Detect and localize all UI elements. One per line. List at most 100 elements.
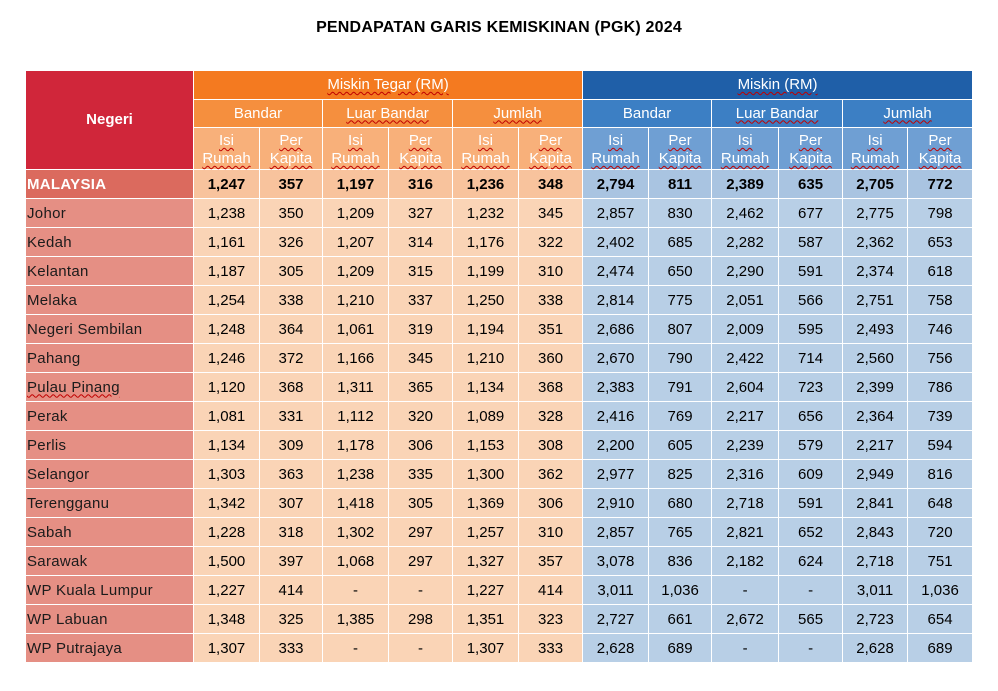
cell-value: 2,462 <box>711 198 780 228</box>
cell-value: 2,217 <box>711 401 780 431</box>
cell-value: 1,134 <box>452 372 519 402</box>
cell-value: 2,857 <box>582 198 650 228</box>
cell-negeri: Terengganu <box>25 488 194 518</box>
cell-value: 2,422 <box>711 343 780 373</box>
cell-value: 1,238 <box>193 198 260 228</box>
cell-value: 595 <box>778 314 844 344</box>
cell-value: 798 <box>907 198 974 228</box>
cell-value: 790 <box>648 343 713 373</box>
cell-value: 2,718 <box>842 546 909 576</box>
cell-negeri: Perak <box>25 401 194 431</box>
cell-value: 2,217 <box>842 430 909 460</box>
cell-negeri: MALAYSIA <box>25 169 194 199</box>
cell-negeri: WP Labuan <box>25 604 194 634</box>
cell-value: 316 <box>388 169 453 199</box>
cell-value: 3,078 <box>582 546 650 576</box>
cell-value: 1,257 <box>452 517 519 547</box>
table-row: Melaka 1,254 338 1,210 337 1,250 338 2,814 775 2,… <box>25 285 974 315</box>
negeri-label: Terengganu <box>27 494 110 512</box>
negeri-label: Melaka <box>27 291 78 309</box>
header-miskin-tegar-label: Miskin Tegar (RM) <box>327 76 449 93</box>
cell-value: 2,910 <box>582 488 650 518</box>
cell-value: 2,364 <box>842 401 909 431</box>
cell-value: 769 <box>648 401 713 431</box>
cell-value: 414 <box>517 575 584 605</box>
cell-value: 368 <box>259 372 323 402</box>
cell-value: 2,949 <box>842 459 909 489</box>
cell-value: 2,316 <box>711 459 780 489</box>
cell-value: 2,239 <box>711 430 780 460</box>
cell-value: 2,362 <box>842 227 909 257</box>
cell-value: 656 <box>778 401 844 431</box>
cell-value: 775 <box>648 285 713 315</box>
header-isi-rumah-line2: Rumah <box>202 150 251 167</box>
cell-value: 635 <box>778 169 844 199</box>
cell-value: 2,009 <box>711 314 780 344</box>
cell-value: 333 <box>517 633 584 663</box>
cell-value: 1,061 <box>322 314 389 344</box>
cell-value: 1,089 <box>452 401 519 431</box>
negeri-label: WP Putrajaya <box>27 639 123 657</box>
cell-negeri: Kelantan <box>25 256 194 286</box>
header-per-kapita-line1: Per <box>538 132 563 149</box>
cell-value: 1,120 <box>193 372 260 402</box>
header-isi-rumah-line2: Rumah <box>720 150 770 167</box>
cell-value: 830 <box>648 198 713 228</box>
cell-value: 331 <box>259 401 323 431</box>
cell-value: 1,303 <box>193 459 260 489</box>
cell-value: 323 <box>517 604 584 634</box>
header-tegar-jumlah-label: Jumlah <box>493 104 542 122</box>
cell-value: 746 <box>907 314 974 344</box>
header-per-kapita-line2: Kapita <box>399 150 442 167</box>
cell-value: 320 <box>388 401 453 431</box>
cell-value: 2,383 <box>582 372 650 402</box>
cell-value: 689 <box>907 633 974 663</box>
cell-value: 315 <box>388 256 453 286</box>
header-per-kapita-line1: Per <box>279 132 303 149</box>
cell-negeri: Kedah <box>25 227 194 257</box>
cell-value: 1,250 <box>452 285 519 315</box>
cell-value: 2,290 <box>711 256 780 286</box>
cell-value: 654 <box>907 604 974 634</box>
cell-value: 2,628 <box>842 633 909 663</box>
header-miskin-jumlah-label: Jumlah <box>883 104 932 122</box>
cell-value: 1,232 <box>452 198 519 228</box>
header-isi-rumah-line2: Rumah <box>591 150 640 167</box>
cell-value: 1,178 <box>322 430 389 460</box>
cell-value: 836 <box>648 546 713 576</box>
cell-value: 1,166 <box>322 343 389 373</box>
cell-value: 2,821 <box>711 517 780 547</box>
cell-value: - <box>322 575 389 605</box>
table-row: WP Putrajaya 1,307 333- -1,307 333 2,628 689- -… <box>25 633 974 663</box>
cell-value: 365 <box>388 372 453 402</box>
table-row: Perlis 1,134 309 1,178 306 1,153 308 2,200 605 2,… <box>25 430 974 460</box>
cell-value: 318 <box>259 517 323 547</box>
header-tegar-jumlah: Jumlah <box>451 99 584 128</box>
header-isi-rumah-3: Isi Rumah <box>452 127 519 170</box>
header-per-kapita-1: Per Kapita <box>259 127 323 170</box>
cell-value: 1,500 <box>193 546 260 576</box>
cell-negeri: Pahang <box>25 343 194 373</box>
cell-negeri: Negeri Sembilan <box>25 314 194 344</box>
cell-value: - <box>388 575 453 605</box>
cell-value: 2,672 <box>711 604 780 634</box>
cell-value: 327 <box>388 198 453 228</box>
cell-negeri: Pulau Pinang <box>25 372 194 402</box>
cell-value: 306 <box>517 488 584 518</box>
cell-value: 364 <box>259 314 323 344</box>
cell-value: 1,112 <box>322 401 389 431</box>
cell-value: 807 <box>648 314 713 344</box>
cell-value: 1,247 <box>193 169 260 199</box>
cell-value: 1,134 <box>193 430 260 460</box>
cell-value: 310 <box>517 256 584 286</box>
header-isi-rumah-line1: Isi <box>867 132 883 149</box>
cell-value: 1,210 <box>452 343 519 373</box>
negeri-label: Sabah <box>27 523 72 541</box>
cell-value: 338 <box>517 285 584 315</box>
header-isi-rumah-4: Isi Rumah <box>582 127 650 170</box>
cell-value: 605 <box>648 430 713 460</box>
cell-value: 1,300 <box>452 459 519 489</box>
header-miskin-jumlah: Jumlah <box>842 99 974 128</box>
cell-value: 652 <box>778 517 844 547</box>
cell-value: 309 <box>259 430 323 460</box>
